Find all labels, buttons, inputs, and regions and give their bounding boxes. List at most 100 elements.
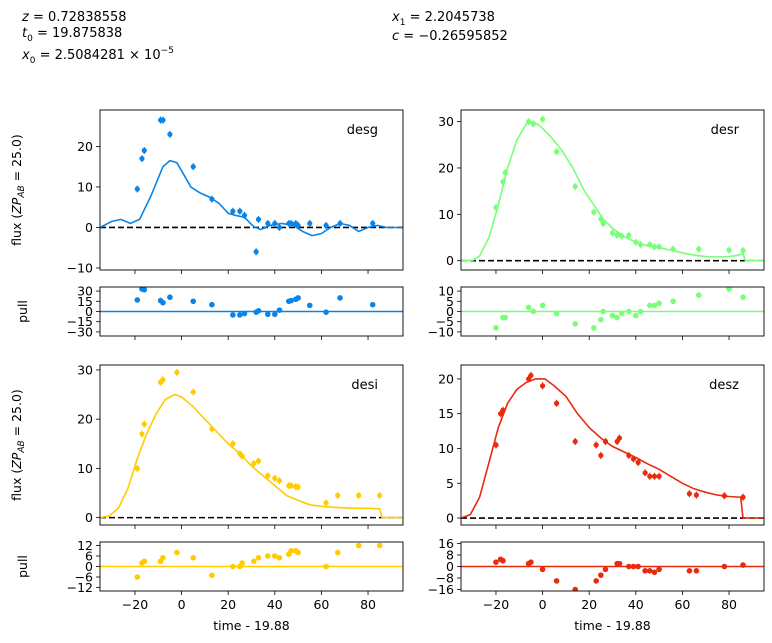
desr-ytick-label: 30 (438, 114, 454, 129)
desi-data-point (377, 492, 383, 499)
desi-pull-point (251, 558, 257, 565)
desi-pull-frame (99, 541, 404, 592)
desg-pull-point (295, 295, 301, 301)
desi-data-point (230, 441, 236, 447)
desr-pull-ytick-label: 5 (446, 294, 454, 309)
desz-data-point (539, 383, 546, 389)
desi-data-point (356, 492, 362, 499)
desr-data-point (651, 244, 658, 250)
flux-axis-label: flux (ZPAB = 25.0) (9, 389, 27, 501)
desz-pull-xtick-label: 60 (674, 597, 690, 612)
desi-pull-point (160, 554, 166, 561)
desg-pull-point (306, 302, 313, 309)
time-axis-label: time - 19.88 (574, 618, 651, 633)
desr-data-point (609, 230, 616, 236)
desr-pull-point (656, 300, 662, 307)
desi-data-point (139, 431, 145, 437)
desr-data-point (591, 209, 597, 215)
desr-data-point (539, 116, 546, 122)
desi-pull-ytick-label: 6 (85, 549, 93, 564)
desz-pull-ytick-label: 16 (438, 536, 454, 551)
desg-ytick-label: 20 (77, 139, 93, 154)
desi-pull-ytick-label: 12 (77, 538, 93, 553)
desi-data-point (174, 369, 180, 375)
desi-pull-point (376, 542, 383, 549)
desr-pull-point (695, 292, 702, 298)
desi-data-point (134, 465, 140, 471)
desz-data-point (598, 452, 604, 459)
desr-pull-ytick-label: −10 (428, 324, 454, 339)
desz-pull-point (656, 566, 662, 573)
desz-pull-xtick-label: 0 (539, 597, 547, 612)
desi-pull-point (334, 549, 341, 556)
desz-model-curve (461, 378, 764, 519)
desi-pull-point (323, 563, 329, 570)
desg-data-point (288, 220, 294, 227)
desi-data-point (251, 460, 257, 467)
desg-pull-point (288, 297, 294, 304)
desr-data-point (696, 246, 702, 252)
desr-data-point (502, 170, 508, 176)
desz-pull-xtick-label: 40 (628, 597, 644, 612)
desg-pull-point (134, 297, 141, 303)
desr-ytick-label: 0 (446, 253, 454, 268)
desi-pull-point (134, 574, 141, 580)
desi-ytick-label: 30 (77, 362, 93, 377)
desz-data-point (642, 470, 648, 476)
desz-data-point (602, 438, 609, 445)
desz-data-point (740, 494, 746, 500)
desg-data-point (265, 220, 271, 227)
desg-ytick-label: 10 (77, 179, 93, 194)
desr-data-point (619, 233, 625, 239)
desg-pull-point (255, 308, 262, 314)
param-c: c = −0.26595852 (392, 29, 508, 44)
desg-pull-point (323, 309, 329, 315)
desi-pull-point (295, 549, 301, 556)
desi-data-point (255, 458, 262, 464)
desz-pull-point (740, 562, 746, 568)
desg-pull-point (190, 298, 197, 305)
desg-pull-point (369, 301, 376, 308)
desz-pull-xtick-label: 80 (721, 597, 737, 612)
desr-ytick-label: 20 (438, 160, 454, 175)
desz-data-point (693, 492, 700, 498)
desr-data-point (626, 232, 632, 238)
desz-ytick-label: 5 (446, 476, 454, 491)
desg-pull-point (167, 294, 173, 301)
desr-pull-frame (460, 286, 765, 337)
desr-data-point (493, 204, 499, 210)
desg-data-point (160, 117, 166, 123)
desg-pull-point (141, 287, 148, 293)
desg-data-point (276, 224, 283, 231)
desi-pull-point (141, 558, 148, 565)
desg-pull-point (276, 307, 283, 313)
desi-pull-point (174, 549, 180, 556)
desg-data-point (241, 212, 248, 218)
desr-data-point (598, 216, 604, 222)
desr-pull-point (626, 308, 632, 315)
desz-pull-point (686, 568, 693, 574)
desz-data-point (651, 473, 658, 479)
desi-data-point (288, 483, 294, 489)
desz-pull-frame (460, 541, 765, 592)
desr-pull-point (609, 312, 616, 319)
desr-data-point (656, 244, 662, 250)
desi-pull-point (288, 547, 294, 554)
desg-data-point (209, 196, 215, 202)
desz-data-point (647, 473, 653, 479)
desr-data-point (670, 246, 676, 252)
desg-data-point (237, 208, 243, 214)
desi-data-point (265, 473, 271, 479)
desi-data-point (272, 475, 278, 481)
desi-band-label: desi (351, 378, 378, 393)
desz-pull-ytick-label: 0 (446, 559, 454, 574)
desg-data-point (272, 220, 278, 227)
desg-data-point (253, 249, 259, 255)
desg-data-point (230, 208, 236, 214)
desr-data-point (572, 183, 578, 190)
desi-ytick-label: 20 (77, 412, 93, 427)
